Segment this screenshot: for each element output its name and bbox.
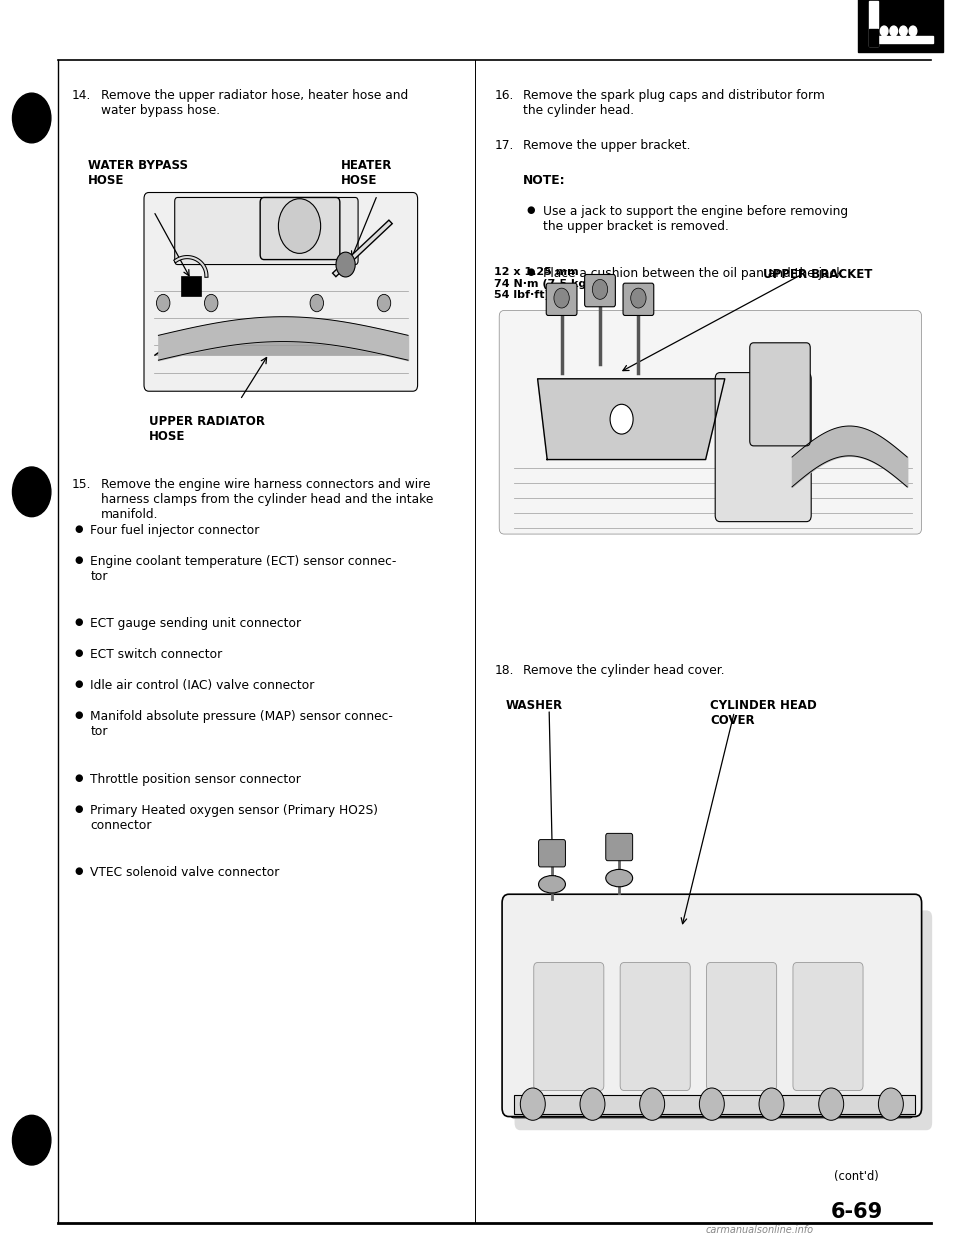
Text: ●: ● [526,205,535,215]
Text: CYLINDER HEAD
COVER: CYLINDER HEAD COVER [710,699,817,728]
Text: 18.: 18. [494,664,514,677]
Text: 14.: 14. [72,89,91,102]
Ellipse shape [606,869,633,887]
Text: 12 x 1.25 mm
74 N·m (7.5 kgf·m,
54 lbf·ft): 12 x 1.25 mm 74 N·m (7.5 kgf·m, 54 lbf·f… [494,267,612,301]
Circle shape [554,288,569,308]
Circle shape [310,294,324,312]
Text: Remove the engine wire harness connectors and wire
harness clamps from the cylin: Remove the engine wire harness connector… [101,478,433,522]
Ellipse shape [539,876,565,893]
Circle shape [611,405,634,435]
Circle shape [377,294,391,312]
FancyBboxPatch shape [869,1,878,46]
Text: Use a jack to support the engine before removing
the upper bracket is removed.: Use a jack to support the engine before … [543,205,849,233]
FancyBboxPatch shape [539,840,565,867]
Text: Place a cushion between the oil pan and the jack.: Place a cushion between the oil pan and … [543,267,848,279]
Circle shape [156,294,170,312]
Circle shape [900,26,907,36]
Text: UPPER RADIATOR
HOSE: UPPER RADIATOR HOSE [149,415,265,443]
FancyBboxPatch shape [585,274,615,307]
Circle shape [520,1088,545,1120]
Text: UPPER BRACKET: UPPER BRACKET [763,268,873,281]
Circle shape [336,252,355,277]
FancyBboxPatch shape [511,1054,913,1118]
Text: NOTE:: NOTE: [523,174,565,186]
Circle shape [12,93,51,143]
FancyBboxPatch shape [750,343,810,446]
FancyBboxPatch shape [260,197,340,260]
Text: ECT switch connector: ECT switch connector [90,648,223,661]
Text: ECT gauge sending unit connector: ECT gauge sending unit connector [90,617,301,630]
Text: ●: ● [75,866,84,876]
FancyBboxPatch shape [869,29,878,46]
Text: ●: ● [75,524,84,534]
Text: Primary Heated oxygen sensor (Primary HO2S)
connector: Primary Heated oxygen sensor (Primary HO… [90,804,378,832]
Circle shape [592,279,608,299]
Text: ●: ● [75,804,84,814]
Circle shape [759,1088,784,1120]
Text: ●: ● [75,555,84,565]
FancyBboxPatch shape [620,963,690,1090]
FancyBboxPatch shape [793,963,863,1090]
FancyBboxPatch shape [858,0,943,52]
Polygon shape [538,379,725,460]
Text: 16.: 16. [494,89,514,102]
Text: HEATER
HOSE: HEATER HOSE [341,159,393,188]
Circle shape [639,1088,664,1120]
Circle shape [631,288,646,308]
Text: ●: ● [75,710,84,720]
Text: Engine coolant temperature (ECT) sensor connec-
tor: Engine coolant temperature (ECT) sensor … [90,555,396,584]
FancyBboxPatch shape [606,833,633,861]
Text: 15.: 15. [72,478,91,491]
Polygon shape [155,333,393,355]
Text: WATER BYPASS
HOSE: WATER BYPASS HOSE [88,159,188,188]
Circle shape [699,1088,725,1120]
Text: Remove the upper radiator hose, heater hose and
water bypass hose.: Remove the upper radiator hose, heater h… [101,89,408,118]
Text: WASHER: WASHER [506,699,564,712]
Text: 17.: 17. [494,139,514,152]
Circle shape [580,1088,605,1120]
FancyBboxPatch shape [514,1095,915,1114]
Text: Remove the upper bracket.: Remove the upper bracket. [523,139,690,152]
FancyBboxPatch shape [515,910,932,1130]
Text: Manifold absolute pressure (MAP) sensor connec-
tor: Manifold absolute pressure (MAP) sensor … [90,710,393,739]
FancyBboxPatch shape [715,373,811,522]
Circle shape [12,1115,51,1165]
Circle shape [890,26,898,36]
Text: Idle air control (IAC) valve connector: Idle air control (IAC) valve connector [90,679,315,692]
Text: ●: ● [75,617,84,627]
Text: carmanualsonline.info: carmanualsonline.info [706,1225,814,1235]
FancyBboxPatch shape [502,894,922,1117]
FancyBboxPatch shape [707,963,777,1090]
FancyBboxPatch shape [181,276,201,296]
FancyBboxPatch shape [546,283,577,315]
Text: Four fuel injector connector: Four fuel injector connector [90,524,259,537]
Text: Remove the spark plug caps and distributor form
the cylinder head.: Remove the spark plug caps and distribut… [523,89,825,118]
Circle shape [204,294,218,312]
Circle shape [909,26,917,36]
FancyBboxPatch shape [623,283,654,315]
Circle shape [819,1088,844,1120]
Text: Throttle position sensor connector: Throttle position sensor connector [90,773,301,785]
FancyBboxPatch shape [175,197,358,265]
Text: 6-69: 6-69 [831,1202,883,1222]
Text: ●: ● [526,267,535,277]
Text: ●: ● [75,773,84,782]
FancyBboxPatch shape [499,310,922,534]
Text: ●: ● [75,679,84,689]
FancyBboxPatch shape [879,36,933,43]
Circle shape [12,467,51,517]
Circle shape [878,1088,903,1120]
FancyBboxPatch shape [144,193,418,391]
FancyBboxPatch shape [534,963,604,1090]
Circle shape [880,26,888,36]
Text: (cont'd): (cont'd) [833,1170,878,1182]
Text: ●: ● [75,648,84,658]
Circle shape [278,199,321,253]
Text: Remove the cylinder head cover.: Remove the cylinder head cover. [523,664,725,677]
Text: VTEC solenoid valve connector: VTEC solenoid valve connector [90,866,279,878]
